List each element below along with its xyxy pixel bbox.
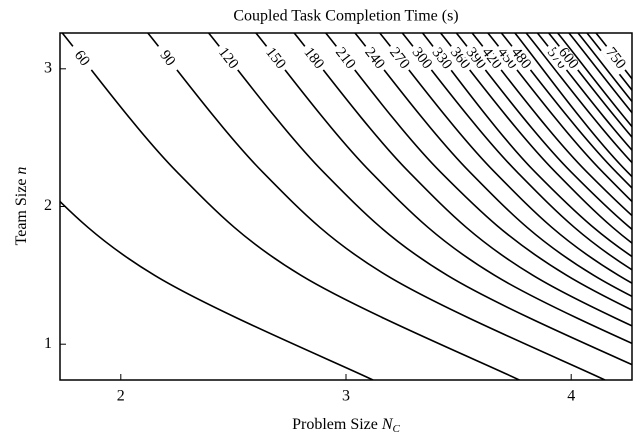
contour-line [500,33,632,190]
x-axis-label: Problem Size NC [292,416,400,435]
x-axis-symbol: N [381,416,394,433]
contour-label-group: 120 [212,41,245,75]
y-axis-label-text: Team Size [13,179,30,246]
contour-line [354,33,632,298]
contour-line [379,33,632,285]
contour-label-group: 750 [600,41,632,75]
contour-label-bg [384,41,416,75]
contour-line [255,33,632,345]
contour-label-group: 270 [384,41,416,75]
y-axis-symbol: n [13,167,30,175]
y-axis-label: Team Size n [13,167,30,246]
contour-line [61,33,520,380]
chart-title: Coupled Task Completion Time (s) [233,8,458,25]
contour-line [557,33,632,128]
contour-label-bg [298,41,330,75]
contour-label-bg [260,41,292,75]
contour-label-bg [552,41,585,75]
x-tick-label: 4 [567,388,575,405]
x-tick-label: 3 [342,388,350,405]
contour-label-bg [460,41,492,75]
x-axis-subscript: C [393,423,401,435]
x-axis-label-text: Problem Size [292,416,378,433]
contour-label-bg [505,41,537,75]
contour-label-bg [426,41,458,76]
contour-label-group: 60 [66,41,98,75]
y-tick-label: 3 [44,59,52,76]
contour-line [471,33,632,217]
contour-label-group: 180 [298,41,330,75]
contour-label-bg [406,41,438,75]
contour-label-bg [492,41,524,75]
contour-line [439,33,632,245]
contour-line [325,33,632,311]
contour-line [487,33,632,203]
contour-line [568,33,632,114]
contour-label-bg [444,41,476,75]
contour-line [525,33,632,164]
contour-label-bg [476,41,508,75]
contour-line [208,33,632,366]
contour-label-bg [359,41,391,75]
contour-line [548,33,632,139]
contour-label-group: 90 [152,41,184,75]
contour-line [421,33,632,258]
contour-label-group: 210 [330,41,362,75]
contour-line [293,33,632,327]
contour-label-bg [152,41,184,75]
contour-line [536,33,632,152]
contour-label-group: 240 [359,41,391,75]
plot-frame [59,32,633,381]
contour-label-group: 150 [260,41,292,75]
contour-line [147,33,606,380]
contour-label-bg [600,41,632,75]
contour-line [455,33,632,231]
x-tick-label: 2 [117,388,125,405]
contour-line [577,33,632,103]
contour-line [514,33,632,178]
contour-label-bg [66,41,98,75]
contour-label-bg [330,41,362,75]
contour-line [60,200,374,380]
y-tick-label: 1 [44,335,52,352]
contour-line [401,33,632,271]
y-tick-label: 2 [44,197,52,214]
contour-label-bg [212,41,245,75]
plot-area: 3060901201501802102402703003303603904204… [60,33,632,380]
